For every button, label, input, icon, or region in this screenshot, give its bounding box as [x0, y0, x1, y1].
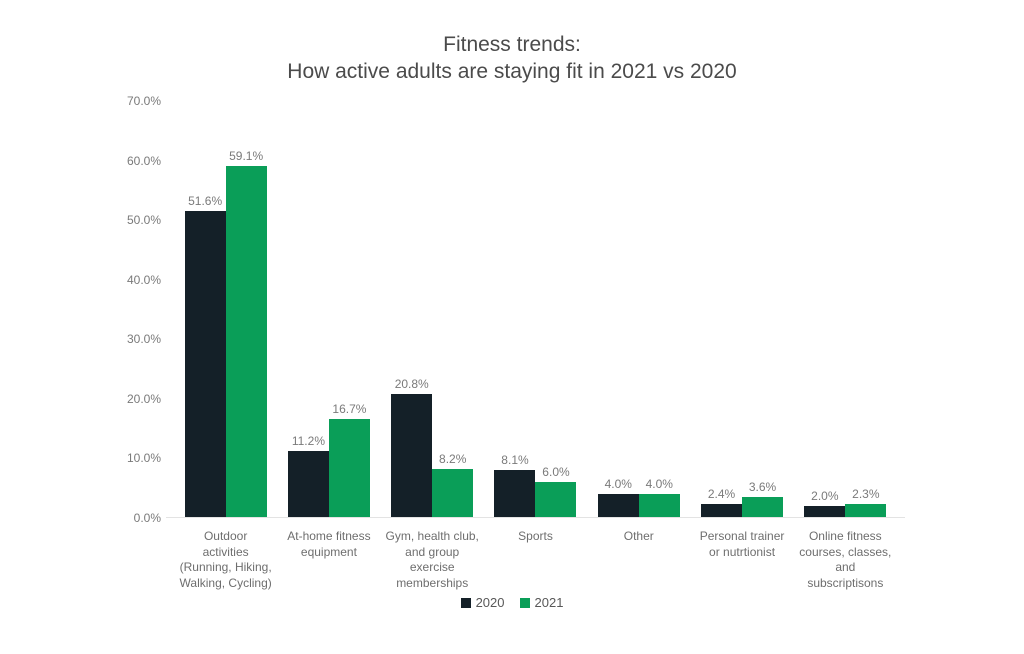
bar-value-label: 4.0% — [604, 477, 632, 492]
y-axis-tick-label: 0.0% — [133, 511, 161, 525]
chart-title: Fitness trends: How active adults are st… — [287, 33, 737, 83]
legend-label: 2020 — [475, 595, 505, 610]
legend-item-2020: 2020 — [460, 595, 505, 610]
x-axis-label: Other — [623, 529, 654, 543]
x-axis-label: Outdoor activities (Running, Hiking, Wal… — [179, 529, 272, 590]
bar-groups: 51.6% 59.1% 11.2% 16.7% 20.8% 8.2% 8.1% 6.0% 4.0… — [174, 101, 897, 518]
bar-value-label: 20.8% — [394, 377, 429, 392]
x-axis-label: At-home fitness equipment — [287, 529, 371, 559]
plot-area: 0.0% 10.0% 20.0% 30.0% 40.0% 50.0% 60.0% 70.0% … — [127, 94, 905, 525]
bar-2020: 51.6% — [184, 194, 226, 518]
bar-2020: 8.1% — [494, 453, 536, 518]
bar-2020: 2.4% — [701, 487, 743, 518]
bar-2021: 8.2% — [432, 452, 474, 518]
legend-swatch-icon — [519, 597, 530, 608]
bar-group: 51.6% 59.1% — [174, 101, 277, 518]
y-axis-tick-label: 70.0% — [126, 94, 161, 108]
bar-value-label: 6.0% — [542, 465, 570, 480]
bar-2021: 16.7% — [328, 402, 370, 518]
y-axis-tick-label: 50.0% — [126, 213, 161, 228]
legend-swatch-icon — [460, 597, 471, 608]
y-axis-tick-label: 40.0% — [126, 272, 161, 287]
bar-value-label: 8.1% — [501, 452, 529, 467]
x-axis-baseline — [166, 517, 905, 518]
bar-2020: 2.0% — [804, 489, 846, 518]
bar-2020: 20.8% — [391, 377, 433, 518]
bar-group: 2.4% 3.6% — [690, 101, 793, 518]
bar-group: 11.2% 16.7% — [277, 101, 380, 518]
x-axis-label: Online fitness courses, classes, and sub… — [799, 529, 892, 590]
legend-label: 2021 — [534, 595, 564, 610]
bar-group: 2.0% 2.3% — [794, 101, 897, 518]
bar-value-label: 16.7% — [332, 401, 367, 416]
x-axis-label: Gym, health club, and group exercise mem… — [385, 529, 479, 590]
bar-group: 8.1% 6.0% — [484, 101, 587, 518]
bar-value-label: 2.4% — [707, 486, 736, 501]
x-axis-label: Personal trainer or nutrtionist — [699, 529, 785, 559]
bar-value-label: 2.0% — [811, 489, 839, 504]
bar-2021: 3.6% — [742, 480, 784, 518]
bar-value-label: 59.1% — [229, 148, 264, 163]
bar-value-label: 3.6% — [748, 479, 777, 494]
y-axis-tick-label: 60.0% — [126, 153, 161, 168]
bar-2020: 4.0% — [597, 477, 639, 518]
bar-2021: 6.0% — [535, 465, 577, 518]
bar-2021: 4.0% — [638, 477, 680, 518]
bar-value-label: 11.2% — [291, 434, 325, 449]
legend: 2020 2021 — [0, 595, 1024, 610]
bar-2020: 11.2% — [287, 434, 329, 518]
bar-group: 20.8% 8.2% — [381, 101, 484, 518]
bar-value-label: 2.3% — [852, 487, 880, 502]
bar-value-label: 8.2% — [439, 452, 467, 467]
x-axis-label: Sports — [518, 529, 553, 543]
bar-group: 4.0% 4.0% — [587, 101, 690, 518]
legend-item-2021: 2021 — [519, 595, 564, 610]
y-axis-tick-label: 30.0% — [126, 332, 161, 347]
bar-value-label: 4.0% — [645, 477, 673, 492]
bar-value-label: 51.6% — [188, 193, 223, 208]
x-axis: Outdoor activities (Running, Hiking, Wal… — [174, 529, 897, 591]
bar-2021: 2.3% — [845, 487, 887, 518]
y-axis-tick-label: 10.0% — [126, 451, 161, 466]
bar-2021: 59.1% — [225, 149, 267, 518]
y-axis-tick-label: 20.0% — [126, 391, 161, 406]
